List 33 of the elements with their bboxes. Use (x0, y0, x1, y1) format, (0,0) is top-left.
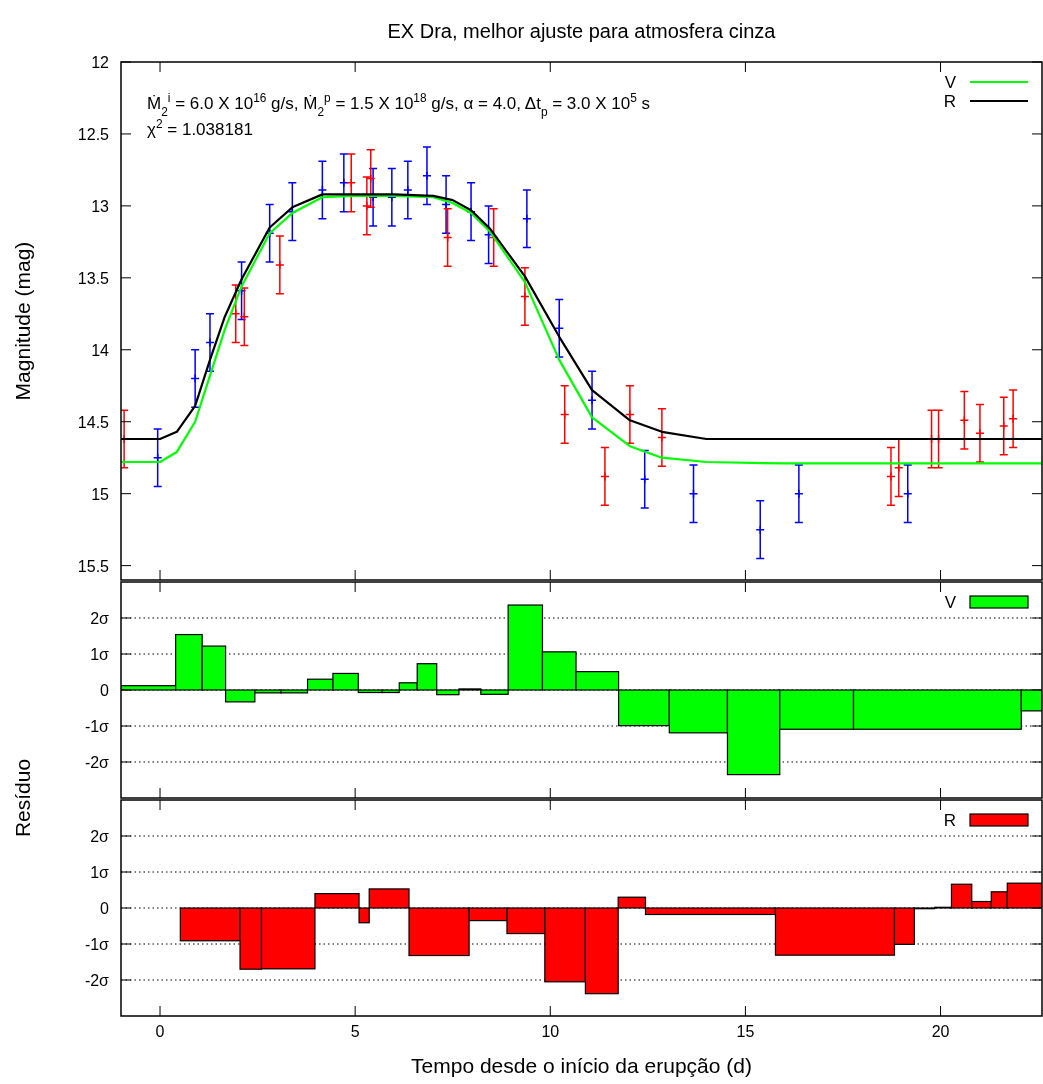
y-tick-label: -2σ (84, 754, 110, 771)
y-tick-label: 14.5 (77, 413, 110, 431)
y-tick-label: 15 (91, 485, 110, 503)
y-tick-label: 1σ (90, 646, 110, 663)
y-axis-title: Resíduo (11, 758, 34, 838)
annotation: χ$^{2}$ = 1.038181 (147, 117, 253, 139)
y-tick-label: 14 (91, 341, 110, 359)
legend-label: V (944, 593, 957, 612)
y-tick-label: -1σ (84, 936, 110, 953)
legend-label: R (943, 811, 956, 830)
y-tick-label: -2σ (84, 972, 110, 989)
y-tick-label: 2σ (90, 610, 110, 627)
y-tick-label: 12 (91, 54, 110, 71)
y-tick-label: 12.5 (77, 125, 110, 143)
y-tick-label: 15.5 (77, 557, 110, 575)
y-tick-label: 13 (91, 197, 110, 215)
y-tick-label: -1σ (84, 718, 110, 735)
legend-label: R (943, 92, 956, 111)
y-tick-label: 13.5 (77, 269, 110, 287)
legend-label: V (944, 73, 957, 92)
y-tick-label: 0 (100, 682, 110, 699)
x-axis-title: Tempo desde o início da erupção (d) (411, 1054, 752, 1077)
y-tick-label: 2σ (90, 828, 110, 845)
chart-title: EX Dra, melhor ajuste para atmosfera cinza (387, 20, 777, 42)
y-axis-title: Magnitude (mag) (11, 241, 34, 401)
y-tick-label: 0 (100, 900, 110, 917)
x-tick-label: 15 (736, 1023, 755, 1040)
x-tick-label: 20 (931, 1023, 950, 1040)
x-tick-label: 0 (155, 1023, 165, 1040)
x-tick-label: 10 (541, 1023, 560, 1040)
x-tick-label: 5 (350, 1023, 360, 1040)
y-tick-label: 1σ (90, 864, 110, 881)
text: Ṁ$_{2}$$^{i}$ = 6.0 X 10$^{16}$ g/s, Ṁ$_{2}$$^{p}$ = 1.5 X 10$^{18}$ g/s, α = 4.0, Δt$_{p}$ = 3.0 X 10$^{5}$ s (147, 91, 651, 119)
